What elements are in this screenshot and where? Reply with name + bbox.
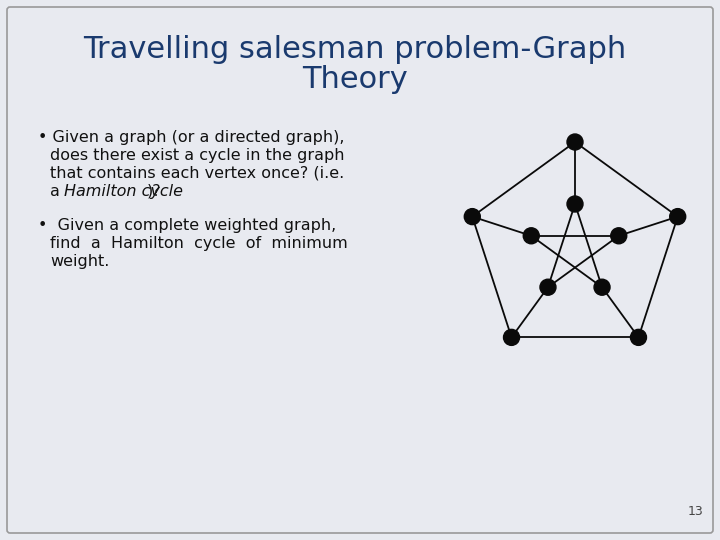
Text: that contains each vertex once? (i.e.: that contains each vertex once? (i.e. [50, 166, 344, 181]
Circle shape [611, 228, 626, 244]
Circle shape [594, 279, 610, 295]
Circle shape [567, 134, 583, 150]
Text: Hamilton cycle: Hamilton cycle [64, 184, 183, 199]
Text: Travelling salesman problem-Graph: Travelling salesman problem-Graph [84, 35, 626, 64]
FancyBboxPatch shape [7, 7, 713, 533]
Circle shape [670, 208, 685, 225]
Text: • Given a graph (or a directed graph),: • Given a graph (or a directed graph), [38, 130, 344, 145]
Circle shape [523, 228, 539, 244]
Text: Theory: Theory [302, 65, 408, 94]
Circle shape [631, 329, 647, 346]
Text: does there exist a cycle in the graph: does there exist a cycle in the graph [50, 148, 344, 163]
Circle shape [464, 208, 480, 225]
Text: )?: )? [147, 184, 161, 199]
Circle shape [540, 279, 556, 295]
Text: •  Given a complete weighted graph,: • Given a complete weighted graph, [38, 218, 336, 233]
Text: find  a  Hamilton  cycle  of  minimum: find a Hamilton cycle of minimum [50, 236, 348, 251]
Circle shape [503, 329, 520, 346]
Text: weight.: weight. [50, 254, 109, 269]
Text: a: a [50, 184, 65, 199]
Text: 13: 13 [688, 505, 703, 518]
Circle shape [567, 196, 583, 212]
